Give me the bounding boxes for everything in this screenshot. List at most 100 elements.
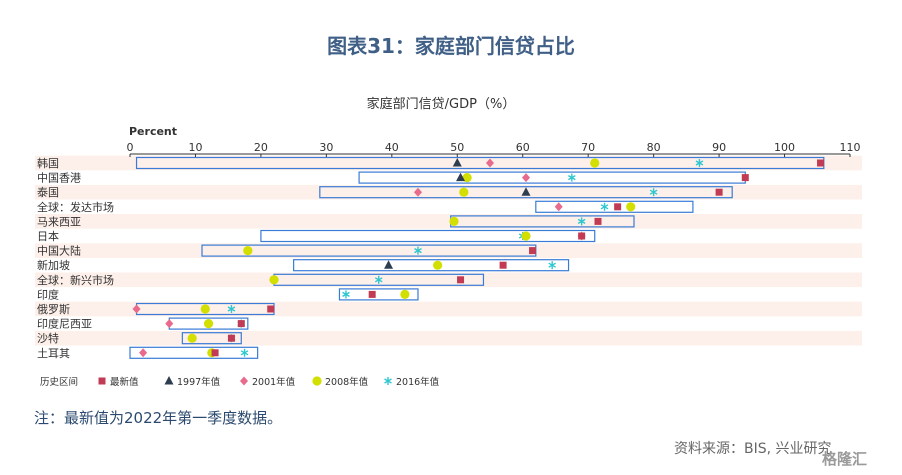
y2016-marker (600, 202, 609, 211)
chart-row: 马来西亚 (37, 215, 635, 228)
chart-row: 全球：新兴市场 (37, 273, 485, 287)
y2001-marker (165, 319, 174, 329)
chart-row: 印度尼西亚 (37, 317, 249, 331)
legend-y2016-marker (384, 377, 392, 385)
legend-label: 2016年值 (396, 376, 440, 388)
legend-item: 2016年值 (384, 376, 440, 388)
latest-marker (211, 349, 219, 357)
latest-marker (614, 203, 622, 211)
figure-title: 图表31：家庭部门信贷占比 (327, 34, 575, 58)
y2016-marker (374, 275, 383, 284)
row-band (35, 184, 862, 200)
legend-item: 2008年值 (312, 376, 369, 388)
legend-label: 2008年值 (325, 376, 369, 388)
x-tick-label: 20 (254, 141, 268, 154)
chart-legend: 历史区间 最新值 1997年值 2001年值 2008年值 2016年值 (40, 376, 440, 388)
y2008-marker (200, 304, 210, 314)
chart-row: 韩国 (37, 156, 825, 170)
chart-row: 全球：发达市场 (37, 200, 694, 214)
latest-marker (578, 232, 586, 240)
row-label: 泰国 (37, 185, 59, 199)
range-box (358, 171, 746, 184)
latest-marker (267, 305, 275, 313)
x-tick-label: 60 (516, 141, 530, 154)
row-band (35, 272, 862, 288)
y2016-marker (342, 290, 350, 299)
legend-label: 2001年值 (252, 376, 296, 388)
y2001-marker (132, 304, 141, 314)
y2016-marker (548, 261, 557, 270)
latest-marker (227, 334, 235, 342)
y2008-marker (590, 158, 600, 168)
range-box (319, 186, 733, 199)
legend-item: 最新值 (98, 376, 139, 388)
latest-marker (715, 188, 723, 196)
row-band (35, 214, 862, 229)
row-label: 印度尼西亚 (37, 317, 92, 331)
chart-row: 中国香港 (37, 171, 749, 185)
row-label: 土耳其 (37, 347, 70, 360)
range-box (535, 200, 694, 213)
latest-marker (368, 290, 376, 298)
row-label: 新加坡 (37, 258, 70, 272)
y2008-marker (203, 319, 214, 329)
latest-marker (817, 159, 825, 167)
chart-note: 注：最新值为2022年第一季度数据。 (34, 409, 283, 427)
chart-rows: 韩国中国香港泰国全球：发达市场马来西亚日本中国大陆新加坡全球：新兴市场印度俄罗斯… (37, 156, 825, 360)
x-tick-label: 30 (319, 141, 333, 154)
y1997-marker (456, 172, 466, 182)
y2016-marker (577, 217, 586, 226)
row-band (35, 301, 862, 317)
y1997-marker (384, 260, 394, 269)
x-tick-label: 70 (581, 141, 595, 154)
y2016-marker (567, 173, 576, 182)
legend-label: 1997年值 (177, 376, 221, 388)
x-tick-label: 0 (127, 141, 134, 154)
source-text: 资料来源：BIS, 兴业研究 (674, 441, 832, 457)
latest-marker (457, 276, 465, 284)
row-label: 印度 (37, 287, 59, 301)
range-box (260, 229, 596, 243)
row-label: 全球：新兴市场 (37, 273, 114, 287)
chart-row: 新加坡 (37, 258, 570, 272)
row-label: 韩国 (37, 156, 59, 170)
y2001-marker (486, 158, 494, 168)
y2008-marker (459, 187, 469, 197)
latest-marker (499, 261, 507, 269)
y2016-marker (240, 348, 249, 357)
legend-label: 最新值 (110, 376, 139, 388)
chart-row: 日本 (37, 229, 596, 243)
row-band (35, 330, 862, 346)
x-unit-label: Percent (129, 125, 177, 138)
legend-y1997-marker (164, 376, 174, 385)
y2016-marker (695, 159, 704, 167)
chart-row: 印度 (37, 287, 419, 301)
chart-row: 土耳其 (37, 346, 259, 360)
y2016-marker (649, 188, 658, 197)
chart-title: 家庭部门信贷/GDP（%） (367, 96, 516, 112)
y2001-marker (139, 348, 148, 358)
y2008-marker (626, 202, 636, 212)
range-box (338, 288, 419, 301)
row-label: 中国香港 (37, 172, 81, 185)
y2008-marker (521, 231, 531, 241)
chart-row: 俄罗斯 (37, 302, 275, 316)
y2008-marker (269, 275, 279, 285)
row-label: 日本 (37, 229, 59, 243)
legend-item: 2001年值 (240, 376, 296, 388)
x-tick-label: 110 (840, 141, 861, 154)
legend-label: 历史区间 (40, 376, 78, 388)
x-tick-label: 90 (712, 141, 726, 154)
y2016-marker (227, 305, 236, 313)
y2016-marker (414, 246, 422, 255)
legend-y2001-marker (240, 376, 248, 386)
chart-row: 沙特 (37, 331, 242, 345)
latest-marker (594, 217, 602, 225)
legend-y2008-marker (312, 376, 322, 386)
x-tick-label: 40 (385, 141, 399, 154)
row-label: 马来西亚 (37, 215, 81, 228)
y2008-marker (400, 289, 410, 299)
x-tick-label: 100 (774, 141, 795, 154)
y2001-marker (554, 202, 563, 212)
